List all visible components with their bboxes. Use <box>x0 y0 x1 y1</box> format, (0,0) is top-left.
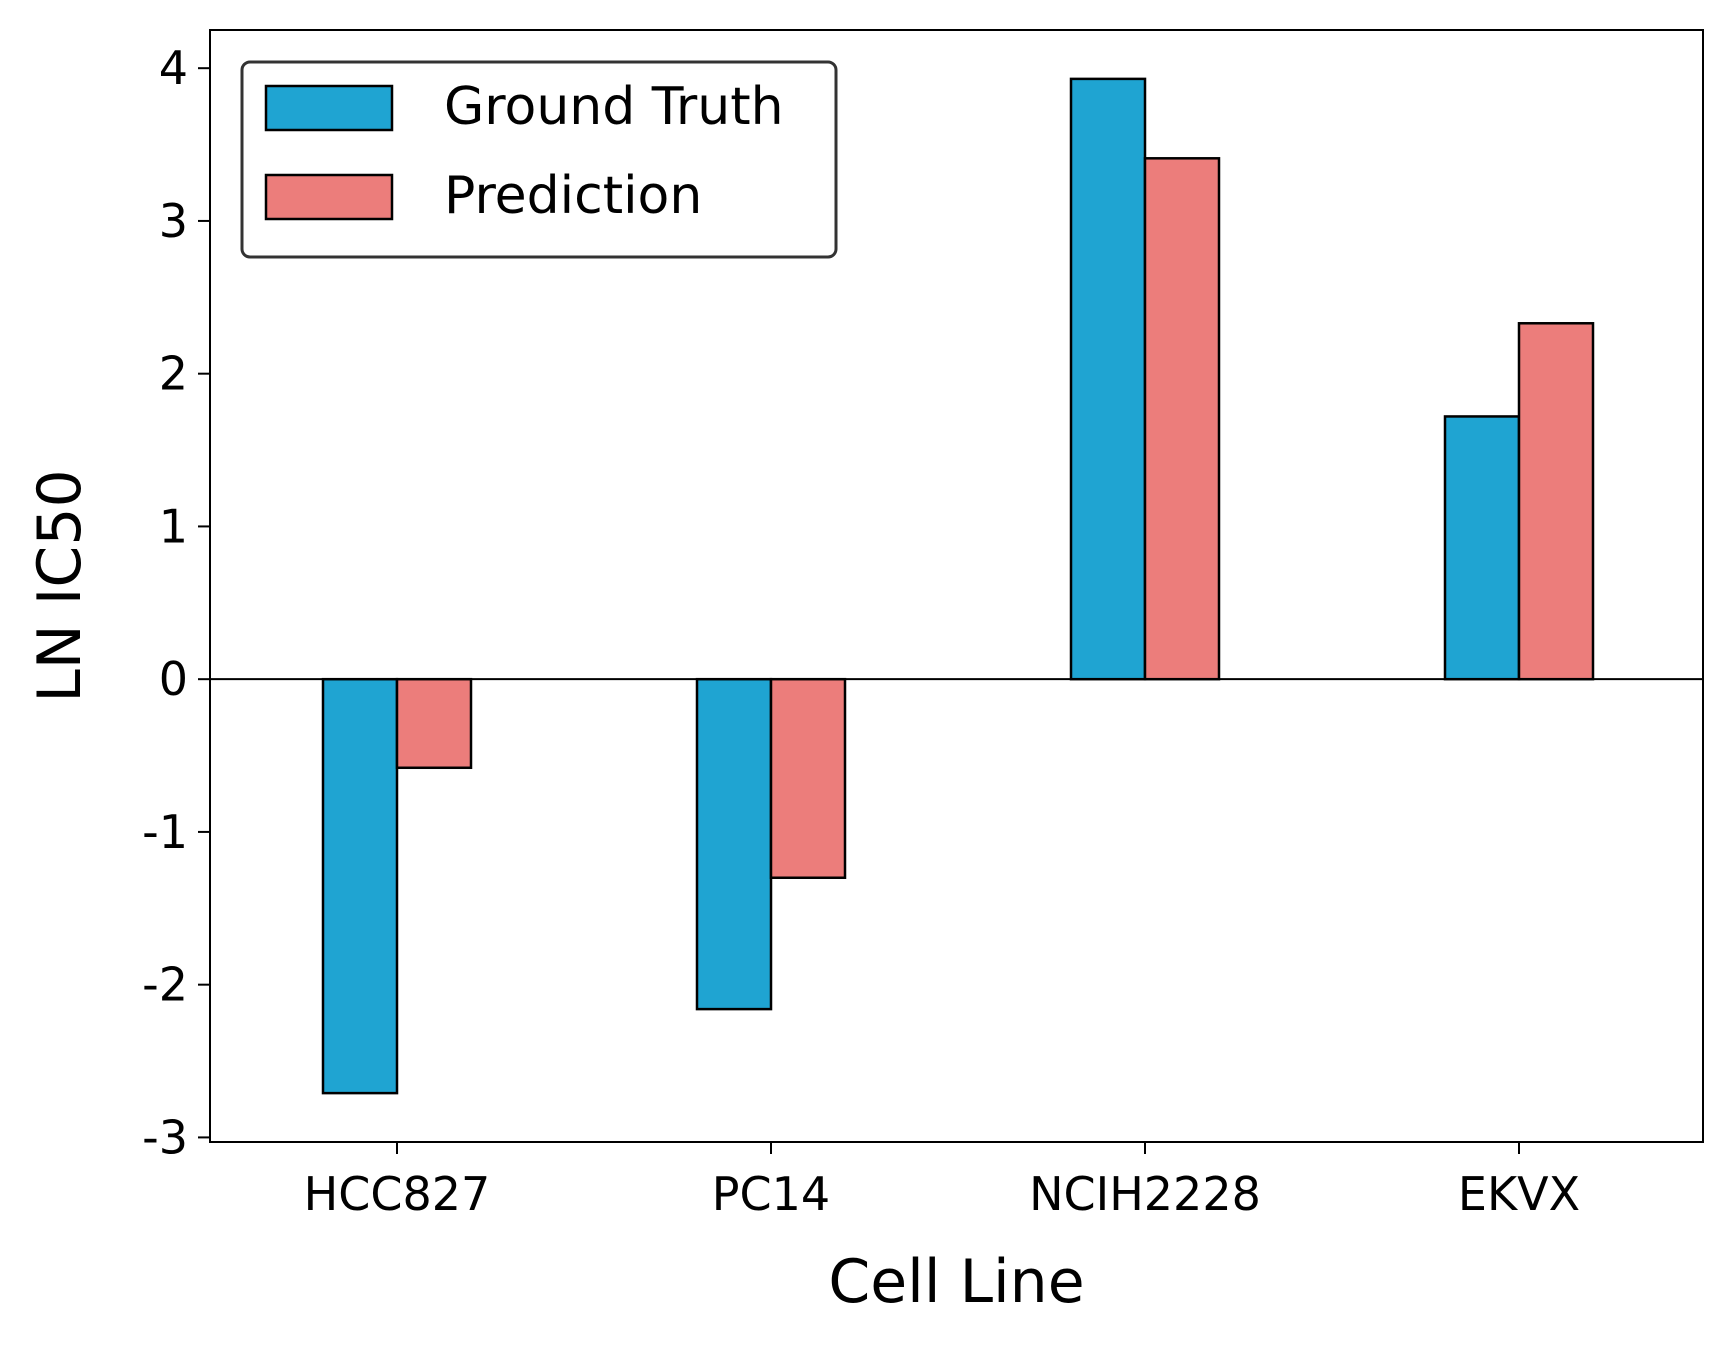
x-tick-label: EKVX <box>1458 1167 1580 1221</box>
bar-ground-truth-pc14 <box>695 677 773 1011</box>
y-tick-label: -2 <box>142 958 188 1012</box>
y-tick-label: 4 <box>159 41 188 95</box>
bar-prediction-ekvx <box>1517 322 1595 681</box>
legend: Ground Truth Prediction <box>240 60 838 259</box>
y-axis-title: LN IC50 <box>25 469 95 702</box>
bar-prediction-pc14 <box>769 677 847 879</box>
y-tick-label: 0 <box>159 652 188 706</box>
plot-area <box>209 29 1704 1143</box>
bar-prediction-ncih2228 <box>1143 157 1221 681</box>
y-tick-label: 1 <box>159 499 188 553</box>
bar-prediction-hcc827 <box>395 677 473 770</box>
x-tick-label: PC14 <box>712 1167 830 1221</box>
y-tick-label: 3 <box>159 194 188 248</box>
legend-swatch <box>264 173 394 221</box>
legend-label: Prediction <box>444 166 702 226</box>
legend-swatch <box>264 84 394 132</box>
y-axis: -3 -2 -1 0 1 2 3 4 <box>142 41 210 1164</box>
legend-label: Ground Truth <box>444 77 784 137</box>
plot-frame <box>209 29 1704 1143</box>
x-tick-label: HCC827 <box>304 1167 491 1221</box>
x-axis-title: Cell Line <box>828 1247 1084 1317</box>
y-tick-label: 2 <box>159 347 188 401</box>
bar-ground-truth-ncih2228 <box>1069 77 1147 681</box>
y-tick-label: -1 <box>142 805 188 859</box>
bar-ground-truth-hcc827 <box>321 677 399 1095</box>
x-axis: HCC827 PC14 NCIH2228 EKVX <box>304 1142 1580 1221</box>
y-tick-label: -3 <box>142 1110 188 1164</box>
bar-ground-truth-ekvx <box>1443 415 1521 681</box>
x-tick-label: NCIH2228 <box>1029 1167 1261 1221</box>
